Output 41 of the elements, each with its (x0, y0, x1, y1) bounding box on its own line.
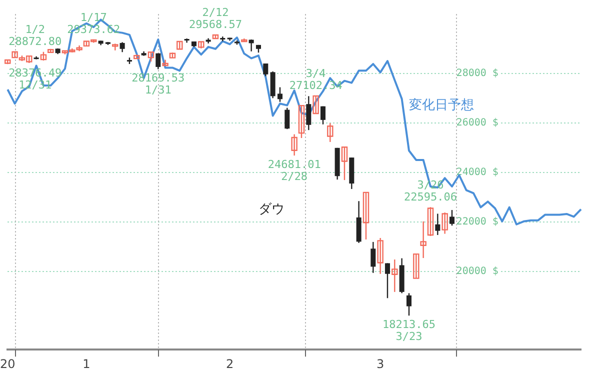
annotation: 1/2 28872.80 (8, 23, 62, 48)
x-tick-label: 3 (376, 356, 384, 371)
candlestick (156, 52, 161, 70)
x-tick-label: 20 (0, 356, 16, 371)
candlestick (420, 220, 426, 259)
text: ダウ (258, 202, 284, 217)
candlestick (291, 134, 298, 156)
candlestick (327, 122, 334, 143)
candlestick (320, 106, 326, 125)
candlestick (392, 258, 398, 293)
candlestick (384, 262, 390, 299)
candlestick (306, 96, 312, 131)
y-tick-label: 20000 $ (456, 266, 498, 277)
x-tick-label: 1 (82, 356, 90, 371)
candlestick (370, 241, 376, 274)
y-tick-label: 28000 $ (456, 68, 498, 79)
candlestick (435, 213, 440, 236)
x-tick-label: 2 (226, 356, 234, 371)
candlestick (442, 212, 448, 234)
annotation: 24681.01 2/28 (268, 158, 321, 183)
candlestick (263, 62, 268, 77)
candlestick (284, 107, 290, 130)
candlestick (377, 237, 384, 274)
y-tick-label: 22000 $ (456, 216, 498, 228)
candlestick (148, 51, 154, 62)
candlestick (312, 95, 319, 114)
annotation: 2/12 29568.57 (188, 6, 242, 31)
candlestick (449, 209, 454, 226)
annotation: 28169.53 1/31 (132, 72, 185, 97)
candlestick (362, 192, 370, 240)
candlestick (341, 146, 348, 181)
candlestick (406, 292, 412, 316)
candlestick (413, 253, 420, 279)
y-tick-label: 26000 $ (456, 117, 498, 128)
y-tick-label: 24000 $ (456, 166, 498, 178)
candlestick (427, 206, 434, 237)
candlestick (277, 86, 282, 102)
series-label: 変化日予想 (408, 96, 474, 113)
candlestick (120, 42, 125, 53)
annotation: 18213.65 3/23 (382, 318, 436, 343)
candlestick (298, 104, 305, 139)
